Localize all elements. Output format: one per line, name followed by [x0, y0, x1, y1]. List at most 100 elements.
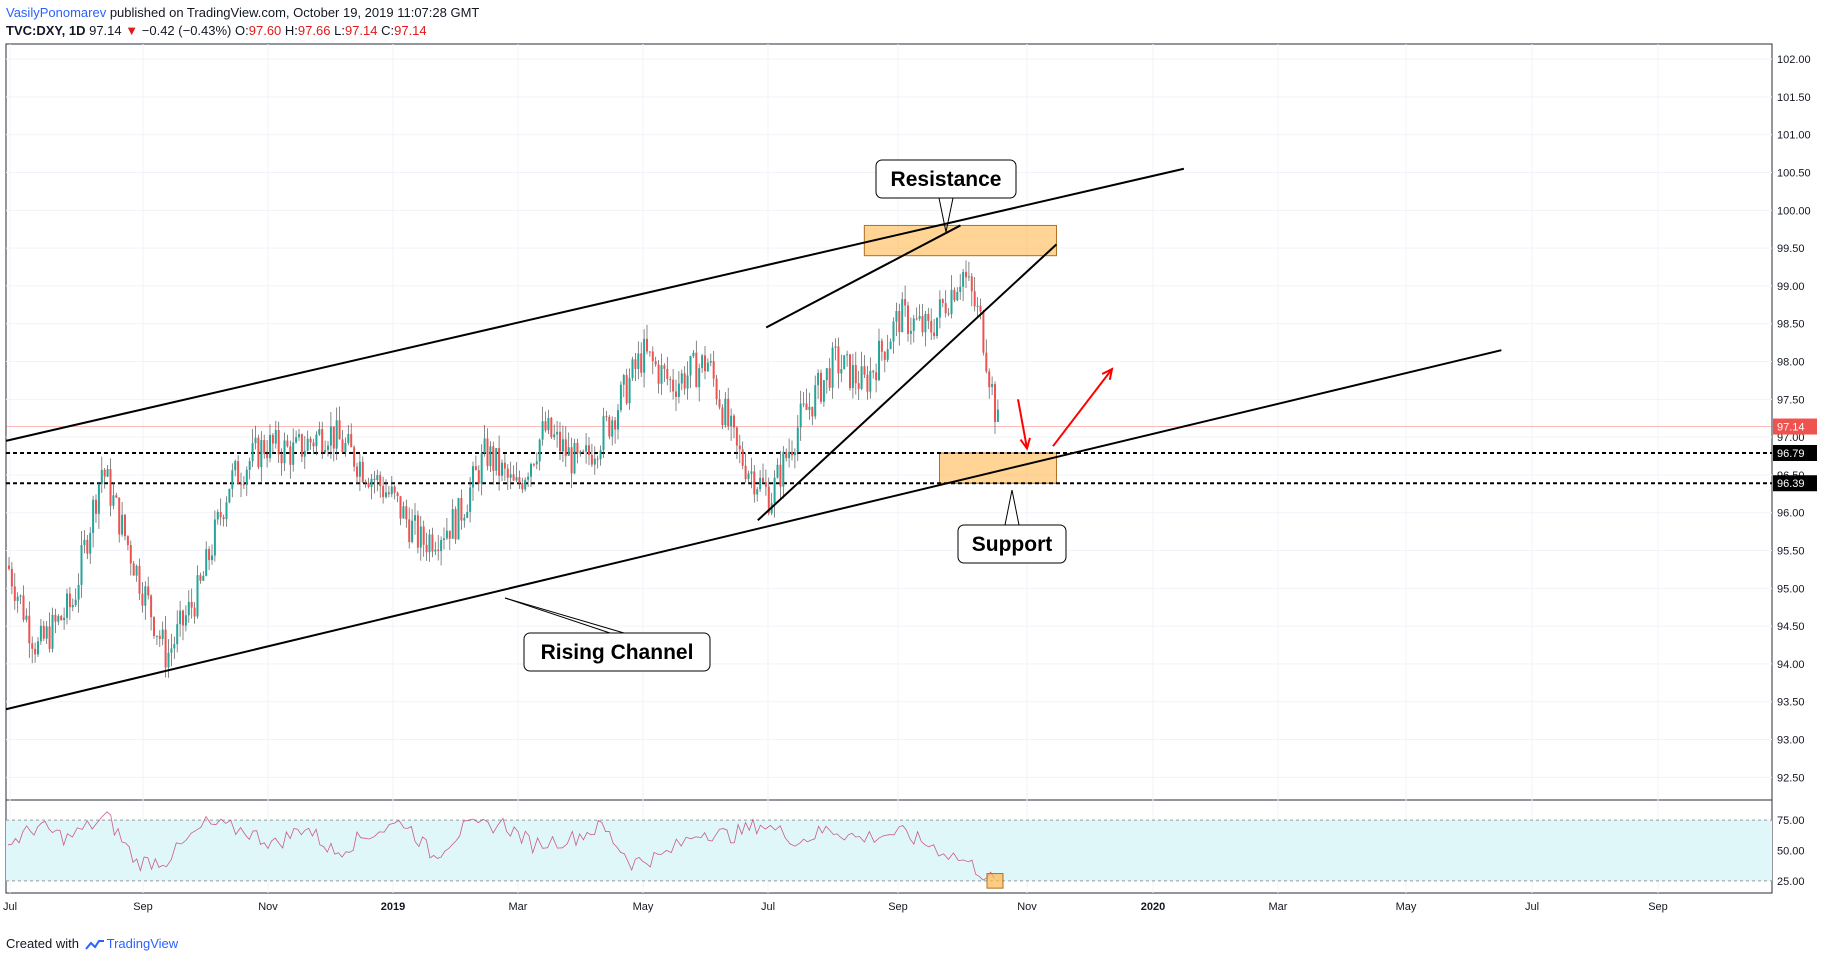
candle-body	[706, 362, 709, 372]
x-tick-label: Sep	[1648, 901, 1668, 913]
candle-body	[985, 352, 988, 372]
y-tick-label: 101.00	[1777, 130, 1811, 142]
candle-body	[941, 299, 944, 304]
channel-bottom	[5, 349, 1502, 711]
candle-body	[817, 372, 820, 386]
y-tick-label: 95.50	[1777, 546, 1805, 558]
y-tick-label: 101.50	[1777, 92, 1811, 104]
footer: Created with TradingView	[6, 936, 178, 951]
candle-body	[303, 450, 306, 457]
candle-body	[309, 438, 312, 443]
rsi-band	[6, 820, 1772, 881]
candle-body	[788, 451, 791, 459]
rsi-tick-label: 75.00	[1777, 815, 1805, 827]
symbol-name[interactable]: TVC:DXY, 1D	[6, 23, 86, 38]
candle-body	[996, 409, 999, 422]
candle-body	[489, 446, 492, 467]
candle-body	[463, 517, 466, 521]
candle-body	[187, 601, 190, 616]
price-label-tag	[1773, 475, 1817, 492]
candle-body	[173, 644, 176, 649]
candle-body	[92, 499, 95, 533]
candle-body	[121, 514, 124, 535]
rising-channel-callout-box	[523, 632, 711, 672]
candle-body	[396, 492, 399, 497]
y-tick-label: 93.50	[1777, 697, 1805, 709]
candle-body	[219, 511, 222, 518]
candle-body	[680, 373, 683, 384]
candle-body	[735, 427, 738, 446]
candle-body	[849, 354, 851, 389]
candle-body	[657, 364, 660, 384]
candle-body	[825, 368, 828, 381]
support-callout-label: Support	[972, 533, 1052, 556]
y-tick-label: 100.00	[1777, 205, 1811, 217]
candle-body	[666, 368, 669, 379]
candle-body	[182, 610, 184, 626]
candle-body	[373, 478, 376, 481]
candle-body	[646, 338, 648, 352]
candle-body	[515, 477, 518, 481]
candle-body	[733, 415, 735, 428]
candle-body	[593, 458, 596, 465]
candle-body	[144, 586, 147, 606]
support-callout-pointer	[1011, 489, 1020, 526]
candle-body	[898, 311, 901, 333]
author-link[interactable]: VasilyPonomarev	[6, 5, 107, 20]
x-tick-label: 2020	[1141, 901, 1165, 913]
candle-body	[956, 291, 959, 301]
candle-body	[590, 454, 593, 465]
candle-body	[608, 416, 611, 437]
x-tick-label: Mar	[509, 901, 528, 913]
candle-body	[155, 635, 158, 637]
candle-body	[25, 615, 28, 620]
candle-body	[321, 429, 324, 453]
candle-body	[408, 519, 411, 543]
candle-body	[521, 483, 524, 490]
resistance-callout-pointer	[945, 197, 954, 233]
candle-body	[51, 614, 54, 649]
candle-body	[651, 351, 654, 362]
candle-body	[564, 439, 567, 456]
candle-body	[553, 434, 556, 438]
candle-body	[698, 368, 701, 388]
candle-body	[811, 406, 814, 417]
candle-body	[559, 431, 561, 452]
candle-body	[283, 440, 286, 464]
x-tick-label: 2019	[381, 901, 405, 913]
candle-body	[524, 479, 527, 490]
candle-body	[866, 374, 869, 392]
candle-body	[158, 635, 161, 639]
rsi-tick-label: 50.00	[1777, 846, 1805, 858]
y-tick-label: 100.50	[1777, 168, 1811, 180]
candle-body	[57, 616, 60, 622]
candle-body	[477, 470, 480, 484]
open-label: O:	[235, 23, 249, 38]
candle-body	[501, 462, 503, 476]
candle-body	[405, 506, 408, 520]
candle-body	[921, 316, 924, 333]
candle-body	[530, 464, 532, 477]
candle-body	[561, 439, 564, 452]
tradingview-link[interactable]: TradingView	[106, 936, 179, 951]
candle-body	[927, 313, 930, 321]
wedge-top	[765, 224, 961, 329]
candle-body	[80, 545, 83, 585]
candle-body	[851, 365, 854, 389]
candle-body	[45, 626, 48, 639]
candle-body	[382, 486, 385, 498]
candle-body	[967, 276, 970, 278]
candle-body	[582, 451, 585, 453]
candle-body	[251, 443, 254, 462]
candle-body	[419, 526, 422, 548]
candle-body	[205, 549, 208, 576]
candle-body	[254, 437, 257, 444]
candle-body	[431, 534, 434, 552]
candle-body	[19, 595, 22, 597]
candle-body	[39, 625, 42, 642]
candle-body	[385, 492, 387, 498]
candle-body	[208, 549, 211, 561]
candle-body	[982, 311, 985, 353]
candle-body	[428, 534, 431, 553]
